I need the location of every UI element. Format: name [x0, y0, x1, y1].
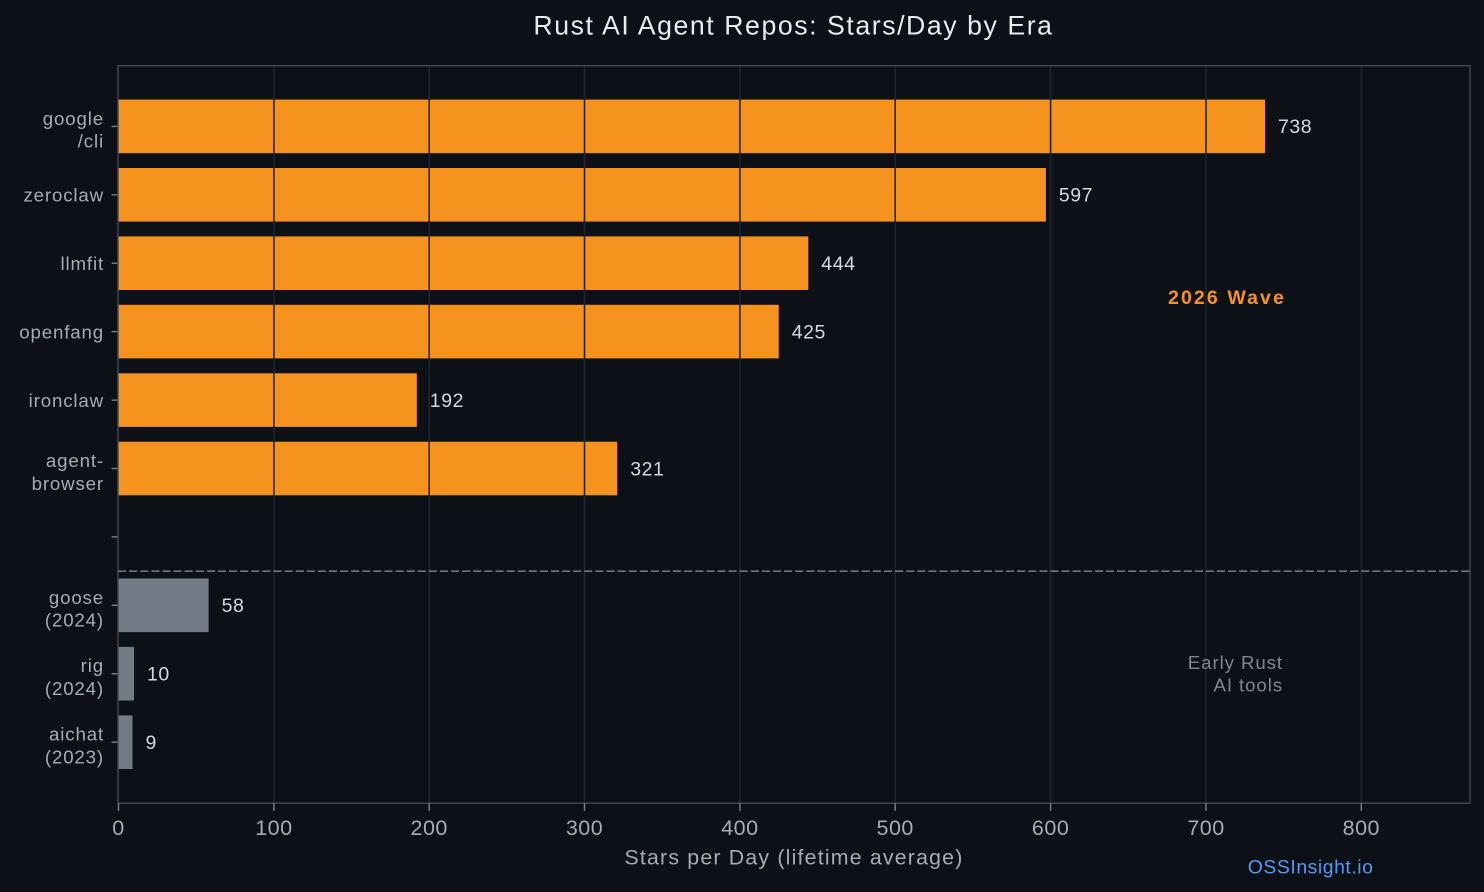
- svg-text:200: 200: [411, 816, 448, 840]
- svg-text:100: 100: [255, 816, 292, 840]
- svg-text:321: 321: [630, 458, 664, 480]
- svg-text:llmfit: llmfit: [60, 253, 104, 274]
- svg-text:browser: browser: [32, 473, 104, 494]
- svg-text:Rust AI Agent Repos: Stars/Day: Rust AI Agent Repos: Stars/Day by Era: [533, 10, 1053, 40]
- svg-text:agent-: agent-: [46, 450, 104, 471]
- svg-text:400: 400: [721, 816, 758, 840]
- svg-text:(2023): (2023): [45, 747, 104, 768]
- svg-text:444: 444: [821, 253, 855, 275]
- svg-text:Stars per Day (lifetime averag: Stars per Day (lifetime average): [624, 845, 963, 869]
- svg-text:9: 9: [146, 732, 157, 754]
- svg-text:738: 738: [1278, 116, 1312, 138]
- svg-text:zeroclaw: zeroclaw: [23, 185, 104, 206]
- svg-text:192: 192: [430, 390, 464, 412]
- svg-text:58: 58: [222, 595, 245, 617]
- svg-text:300: 300: [566, 816, 603, 840]
- svg-text:(2024): (2024): [45, 610, 104, 631]
- svg-text:Early Rust: Early Rust: [1188, 652, 1283, 673]
- svg-text:600: 600: [1032, 816, 1069, 840]
- svg-text:10: 10: [147, 664, 170, 686]
- svg-text:597: 597: [1059, 185, 1093, 207]
- svg-text:0: 0: [112, 816, 124, 840]
- svg-text:(2024): (2024): [45, 678, 104, 699]
- svg-text:google: google: [43, 108, 104, 129]
- svg-text:2026 Wave: 2026 Wave: [1168, 287, 1286, 309]
- svg-text:700: 700: [1187, 816, 1224, 840]
- svg-text:425: 425: [792, 321, 826, 343]
- svg-text:/cli: /cli: [78, 131, 104, 152]
- svg-text:ironclaw: ironclaw: [29, 390, 104, 411]
- svg-text:openfang: openfang: [19, 321, 104, 342]
- svg-text:500: 500: [877, 816, 914, 840]
- svg-text:OSSInsight.io: OSSInsight.io: [1248, 856, 1374, 878]
- svg-text:goose: goose: [49, 587, 104, 608]
- svg-text:rig: rig: [81, 655, 104, 676]
- svg-text:aichat: aichat: [49, 724, 104, 745]
- svg-text:AI tools: AI tools: [1213, 675, 1283, 696]
- svg-text:800: 800: [1343, 816, 1380, 840]
